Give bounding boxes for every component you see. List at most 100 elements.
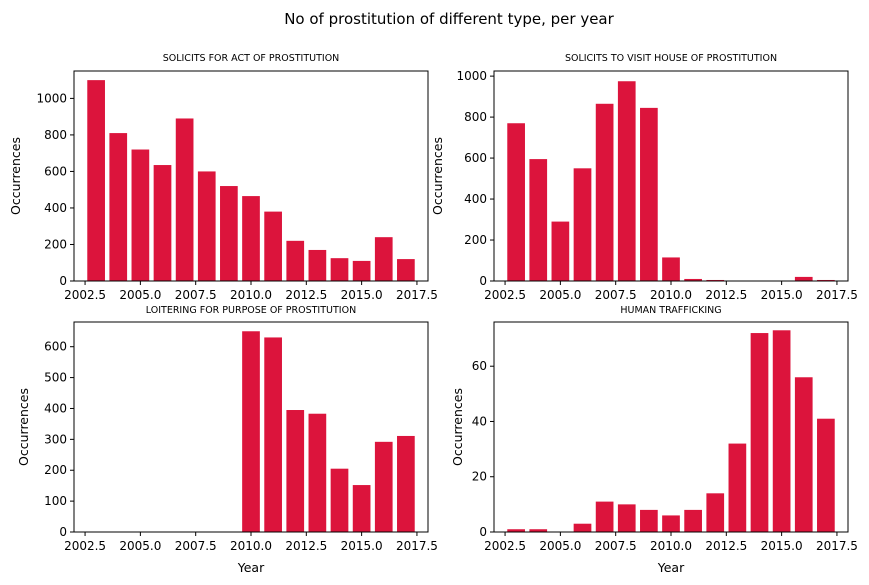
bar xyxy=(772,330,791,532)
x-tick-label: 2015.0 xyxy=(761,288,803,302)
bar xyxy=(529,529,548,532)
y-tick-label: 60 xyxy=(472,359,487,373)
subplot-title: SOLICITS TO VISIT HOUSE OF PROSTITUTION xyxy=(565,53,777,64)
bar xyxy=(397,259,415,281)
x-tick-label: 2010.0 xyxy=(230,539,272,553)
x-tick-label: 2010.0 xyxy=(230,288,272,302)
y-tick-label: 500 xyxy=(44,371,67,385)
y-tick-label: 300 xyxy=(44,432,67,446)
x-tick-label: 2002.5 xyxy=(64,539,106,553)
x-tick-label: 2010.0 xyxy=(650,288,692,302)
x-tick-label: 2002.5 xyxy=(484,288,526,302)
bar xyxy=(617,504,636,532)
bar xyxy=(817,279,835,281)
bar xyxy=(684,509,702,532)
bar xyxy=(640,509,658,532)
bar xyxy=(264,211,282,281)
bar xyxy=(352,260,371,281)
bar xyxy=(352,485,371,532)
x-tick-label: 2012.5 xyxy=(285,539,327,553)
subplot-4: HUMAN TRAFFICKING 2002.5 2005.0 2007.5 2010.… xyxy=(450,305,858,575)
y-tick-label: 0 xyxy=(59,525,67,539)
bar xyxy=(330,258,349,281)
bar xyxy=(507,123,525,282)
y-axis-label: Occurrences xyxy=(16,388,31,466)
y-tick-label: 600 xyxy=(44,164,67,178)
bar xyxy=(242,331,260,532)
bar xyxy=(242,196,260,281)
bar xyxy=(706,279,725,281)
bar xyxy=(640,107,658,281)
bar xyxy=(529,159,548,281)
y-axis-label: Occurrences xyxy=(450,388,465,466)
bar xyxy=(662,257,680,281)
bar xyxy=(684,278,702,281)
bar xyxy=(595,103,614,281)
bar xyxy=(507,529,525,532)
bar xyxy=(197,171,216,281)
y-tick-label: 400 xyxy=(44,201,67,215)
bar xyxy=(330,468,349,532)
x-tick-label: 2015.0 xyxy=(341,288,383,302)
bar xyxy=(551,221,570,281)
bar xyxy=(286,410,305,532)
y-tick-label: 400 xyxy=(464,192,487,206)
x-tick-label: 2017.5 xyxy=(396,539,438,553)
bar xyxy=(573,168,592,281)
y-axis-label: Occurrences xyxy=(430,137,445,215)
y-tick-label: 1000 xyxy=(36,91,67,105)
bar xyxy=(794,377,813,532)
y-tick-label: 100 xyxy=(44,494,67,508)
bar xyxy=(308,413,327,532)
x-tick-label: 2007.5 xyxy=(175,539,217,553)
bar xyxy=(595,501,614,532)
bar xyxy=(750,333,769,532)
x-tick-label: 2010.0 xyxy=(650,539,692,553)
figure-title: No of prostitution of different type, pe… xyxy=(284,10,614,28)
bar xyxy=(87,80,105,281)
x-axis-label: Year xyxy=(657,560,685,575)
bar xyxy=(728,443,747,532)
subplot-3: LOITERING FOR PURPOSE OF PROSTITUTION 200… xyxy=(16,305,438,575)
x-tick-label: 2007.5 xyxy=(595,539,637,553)
bar xyxy=(397,435,415,532)
bar xyxy=(374,237,393,281)
x-tick-label: 2005.0 xyxy=(119,288,161,302)
x-tick-label: 2015.0 xyxy=(341,539,383,553)
y-tick-label: 800 xyxy=(464,110,487,124)
y-tick-label: 0 xyxy=(479,525,487,539)
bar xyxy=(153,165,172,281)
y-tick-label: 1000 xyxy=(456,69,487,83)
x-tick-label: 2005.0 xyxy=(539,288,581,302)
y-tick-label: 200 xyxy=(44,463,67,477)
x-tick-label: 2007.5 xyxy=(595,288,637,302)
y-tick-label: 200 xyxy=(464,233,487,247)
y-tick-label: 400 xyxy=(44,401,67,415)
x-axis-label: Year xyxy=(237,560,265,575)
x-tick-label: 2017.5 xyxy=(396,288,438,302)
bar xyxy=(374,441,393,532)
bar xyxy=(308,249,327,281)
x-tick-label: 2015.0 xyxy=(761,539,803,553)
bar xyxy=(794,276,813,281)
bar xyxy=(573,523,592,532)
bar xyxy=(131,149,150,281)
x-tick-label: 2007.5 xyxy=(175,288,217,302)
x-tick-label: 2017.5 xyxy=(816,288,858,302)
y-axis-label: Occurrences xyxy=(8,137,23,215)
bar xyxy=(617,81,636,282)
x-tick-label: 2002.5 xyxy=(484,539,526,553)
x-tick-label: 2005.0 xyxy=(119,539,161,553)
subplot-title: HUMAN TRAFFICKING xyxy=(620,305,721,316)
x-tick-label: 2012.5 xyxy=(285,288,327,302)
x-tick-label: 2002.5 xyxy=(64,288,106,302)
bar xyxy=(662,515,680,532)
subplot-title: SOLICITS FOR ACT OF PROSTITUTION xyxy=(163,53,340,64)
x-tick-label: 2005.0 xyxy=(539,539,581,553)
bar xyxy=(706,493,725,532)
bar xyxy=(220,186,238,281)
y-tick-label: 600 xyxy=(464,151,487,165)
bar xyxy=(109,133,128,281)
bar xyxy=(817,418,835,532)
